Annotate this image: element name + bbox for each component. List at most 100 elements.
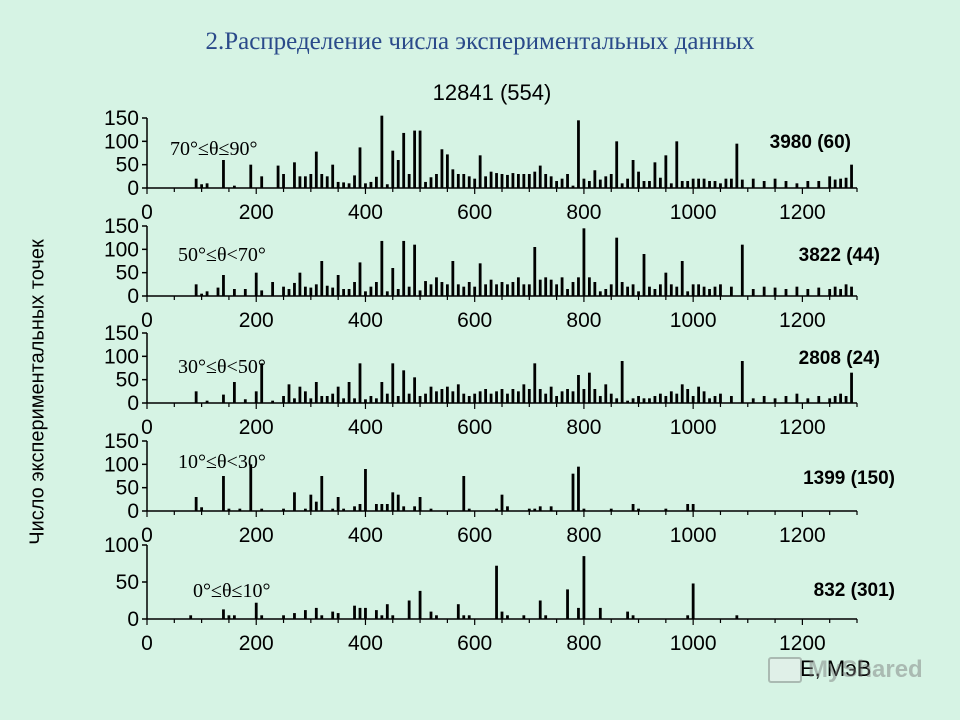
chart-bar [500, 611, 504, 619]
chart-bar [762, 396, 766, 403]
chart-bar [424, 281, 427, 296]
chart-bar [429, 508, 433, 511]
chart-bar [751, 178, 755, 188]
chart-bar [577, 466, 580, 511]
chart-bar [522, 615, 526, 619]
chart-bar [358, 363, 362, 403]
chart-bar [538, 600, 542, 619]
chart-bar [287, 384, 291, 403]
chart-bar [320, 174, 324, 188]
panel-angle-label: 0°≤θ≤10° [193, 580, 271, 602]
x-tick-label: 0 [141, 524, 153, 547]
chart-bar [467, 396, 471, 403]
chart-bar [478, 155, 482, 188]
chart-bar [353, 175, 356, 188]
chart-bar [440, 282, 444, 296]
chart-bar [631, 504, 635, 511]
chart-bar [429, 386, 433, 403]
chart-bar [691, 178, 695, 188]
chart-bar [828, 289, 832, 296]
chart-bar [364, 183, 367, 188]
chart-bar [511, 282, 515, 296]
chart-bar [478, 391, 482, 403]
chart-bar [402, 240, 406, 296]
chart-bar [407, 600, 411, 619]
x-tick-label: 1000 [670, 524, 717, 547]
chart-bar [358, 262, 362, 296]
chart-bar [489, 279, 493, 296]
chart-bar [653, 162, 657, 188]
chart-bar [418, 396, 422, 403]
chart-bar [697, 386, 701, 403]
x-tick-label: 1000 [670, 416, 717, 439]
chart-bar [380, 615, 384, 619]
chart-bar [850, 164, 853, 188]
chart-bar [642, 254, 646, 296]
chart-bar [571, 282, 575, 296]
chart-bar [385, 184, 389, 188]
chart-bar [598, 291, 602, 296]
chart-bar [762, 286, 766, 296]
chart-bar [773, 287, 777, 296]
chart-bar [833, 179, 837, 188]
chart-bar [566, 289, 569, 296]
chart-bar [391, 492, 395, 511]
chart-bar [374, 504, 378, 511]
x-tick-label: 1000 [670, 309, 717, 332]
chart-bar [702, 178, 706, 188]
chart-bar [342, 398, 346, 403]
x-tick-label: 200 [239, 309, 274, 332]
chart-bar [708, 181, 711, 188]
chart-bar [642, 398, 646, 403]
chart-bar [669, 183, 673, 188]
chart-bar [571, 185, 575, 188]
chart-bar [484, 176, 488, 188]
panel-angle-label: 50°≤θ<70° [178, 244, 266, 266]
chart-bar [587, 277, 591, 296]
chart-bar [637, 171, 640, 188]
chart-bar [260, 176, 264, 188]
chart-bar [456, 384, 460, 403]
chart-bar [429, 177, 433, 188]
chart-bar [336, 386, 340, 403]
chart-bar [331, 287, 335, 296]
chart-bar [451, 261, 455, 296]
chart-bar [735, 615, 739, 619]
chart-bar [331, 508, 335, 511]
chart-bar [249, 164, 253, 188]
chart-bar [784, 181, 788, 188]
y-tick-label: 100 [104, 534, 139, 557]
chart-bar [325, 285, 329, 296]
chart-bar [609, 174, 613, 188]
chart-bar [282, 615, 285, 619]
chart-bar [571, 391, 575, 403]
x-tick-label: 400 [348, 309, 383, 332]
chart-bar [566, 589, 569, 619]
chart-bar [740, 179, 744, 188]
chart-bar [664, 155, 668, 188]
chart-bar [658, 177, 662, 188]
chart-bar [626, 400, 630, 403]
y-tick-label: 150 [104, 215, 139, 238]
chart-bar [533, 171, 537, 188]
chart-bar [232, 185, 236, 188]
chart-bar [686, 389, 690, 403]
chart-bar [440, 389, 444, 403]
chart-bar [773, 178, 777, 188]
chart-bar [729, 178, 733, 188]
chart-bar [620, 183, 624, 188]
chart-bar [353, 605, 356, 619]
chart-bar [364, 607, 367, 619]
x-tick-label: 0 [141, 201, 153, 224]
chart-bar [500, 494, 504, 511]
chart-bar [232, 382, 236, 403]
y-tick-label: 150 [104, 322, 139, 345]
chart-bar [413, 244, 417, 296]
x-tick-label: 400 [348, 632, 383, 655]
panel-count-label: 2808 (24) [799, 348, 880, 369]
chart-bar [380, 504, 384, 511]
chart-bar [511, 173, 515, 188]
chart-bar [697, 284, 701, 296]
